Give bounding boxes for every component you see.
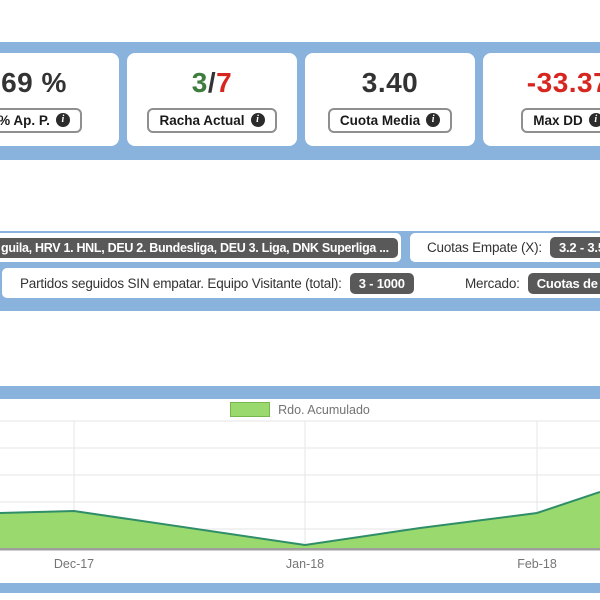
racha-actual-button-label: Racha Actual bbox=[159, 112, 245, 128]
racha-losses: 7 bbox=[216, 66, 233, 98]
divider-strip bbox=[0, 386, 600, 399]
racha-actual-button[interactable]: Racha Actual i bbox=[147, 107, 277, 133]
stat-card-cuota-media: 3.40 Cuota Media i bbox=[305, 53, 475, 146]
cumulative-result-chart: Rdo. Acumulado Dec-17 Jan-18 Feb-18 bbox=[0, 399, 600, 583]
stat-card-ap-percent: 69 % % Ap. P. i bbox=[0, 53, 119, 146]
x-tick-label: Feb-18 bbox=[517, 557, 557, 571]
info-icon[interactable]: i bbox=[250, 113, 265, 127]
stats-panel: 69 % % Ap. P. i 3/7 Racha Actual i 3.40 … bbox=[0, 42, 600, 160]
draw-odds-value-chip[interactable]: 3.2 - 3.5 bbox=[549, 237, 600, 258]
ap-percent-button-label: % Ap. P. bbox=[0, 112, 50, 128]
stat-card-max-dd: -33.37 Max DD i bbox=[483, 53, 600, 146]
racha-separator: / bbox=[207, 66, 217, 98]
leagues-filter-chip[interactable]: guila, HRV 1. HNL, DEU 2. Bundesliga, DE… bbox=[0, 237, 398, 258]
stat-card-racha-actual: 3/7 Racha Actual i bbox=[127, 53, 297, 146]
draw-odds-filter-box: Cuotas Empate (X): 3.2 - 3.5 bbox=[410, 233, 600, 262]
legend-label: Rdo. Acumulado bbox=[278, 402, 370, 417]
info-icon[interactable]: i bbox=[55, 113, 70, 127]
area-chart-plot: Dec-17 Jan-18 Feb-18 bbox=[0, 420, 600, 571]
max-dd-button[interactable]: Max DD i bbox=[521, 107, 600, 133]
leagues-filter-box: guila, HRV 1. HNL, DEU 2. Bundesliga, DE… bbox=[0, 233, 401, 262]
max-dd-button-label: Max DD bbox=[533, 112, 583, 128]
bottom-bar bbox=[0, 583, 600, 593]
cuota-media-button[interactable]: Cuota Media i bbox=[327, 107, 453, 133]
max-dd-value: -33.37 bbox=[526, 66, 600, 98]
racha-wins: 3 bbox=[191, 66, 208, 98]
draw-odds-label: Cuotas Empate (X): bbox=[427, 240, 542, 255]
market-value-chip[interactable]: Cuotas de pa bbox=[527, 272, 600, 294]
stat-cards-row: 69 % % Ap. P. i 3/7 Racha Actual i 3.40 … bbox=[0, 53, 600, 146]
filters-panel: guila, HRV 1. HNL, DEU 2. Bundesliga, DE… bbox=[0, 231, 600, 311]
streak-value-chip[interactable]: 3 - 1000 bbox=[349, 272, 414, 294]
info-icon[interactable]: i bbox=[588, 113, 600, 127]
cuota-media-button-label: Cuota Media bbox=[339, 112, 421, 128]
ap-percent-button[interactable]: % Ap. P. i bbox=[0, 107, 82, 133]
streak-filter-box: Partidos seguidos SIN empatar. Equipo Vi… bbox=[2, 268, 456, 298]
chart-legend: Rdo. Acumulado bbox=[0, 402, 600, 417]
x-tick-label: Jan-18 bbox=[286, 557, 324, 571]
market-filter-box: Mercado: Cuotas de pa bbox=[447, 268, 600, 298]
legend-swatch-green bbox=[230, 402, 271, 417]
market-label: Mercado: bbox=[465, 275, 520, 291]
streak-label: Partidos seguidos SIN empatar. Equipo Vi… bbox=[20, 275, 342, 291]
ap-percent-value: 69 % bbox=[1, 66, 67, 98]
racha-actual-value: 3/7 bbox=[192, 67, 232, 99]
info-icon[interactable]: i bbox=[426, 113, 441, 127]
cuota-media-value: 3.40 bbox=[361, 66, 419, 98]
x-tick-label: Dec-17 bbox=[54, 557, 94, 571]
